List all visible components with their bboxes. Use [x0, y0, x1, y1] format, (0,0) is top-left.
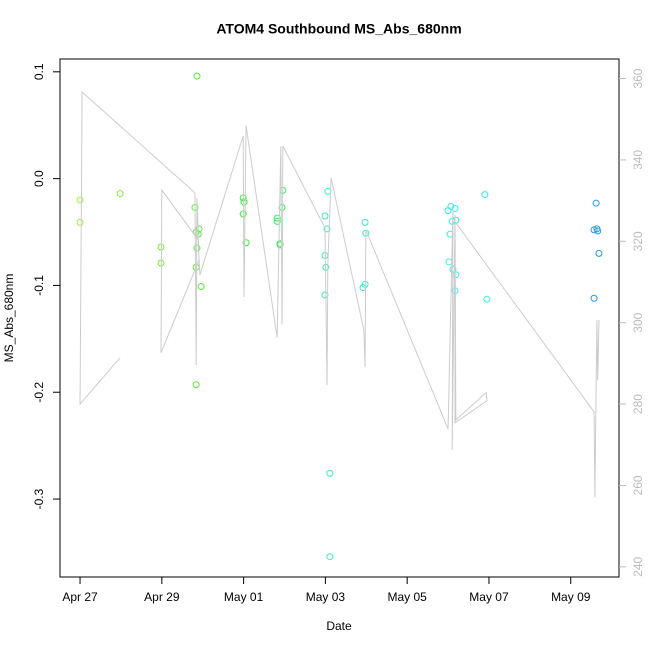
y2-tick-label: 280 [631, 394, 645, 414]
point [242, 239, 250, 247]
y-axis-label: MS_Abs_680nm [2, 274, 16, 363]
point [197, 282, 205, 290]
point [595, 249, 603, 257]
point [447, 202, 455, 210]
y-tick-label: -0.2 [32, 382, 46, 403]
x-tick-label: May 09 [551, 590, 591, 604]
line [79, 90, 600, 498]
y2-tick-label: 340 [631, 150, 645, 170]
point [481, 191, 489, 199]
point [76, 196, 84, 204]
x-tick-label: May 07 [469, 590, 509, 604]
point [444, 207, 452, 215]
point [273, 214, 281, 222]
plot-frame [59, 58, 620, 578]
y2-tick-label: 260 [631, 475, 645, 495]
x-tick-label: May 05 [387, 590, 427, 604]
y-tick-label: 0.0 [32, 170, 46, 187]
point [483, 295, 491, 303]
x-tick-label: Apr 29 [144, 590, 180, 604]
point [361, 218, 369, 226]
point [594, 227, 602, 235]
point [193, 72, 201, 80]
y2-tick-label: 320 [631, 231, 645, 251]
point [326, 553, 334, 561]
chart-title: ATOM4 Southbound MS_Abs_680nm [216, 21, 461, 37]
point [324, 187, 332, 195]
point [326, 469, 334, 477]
point [278, 203, 286, 211]
point [76, 218, 84, 226]
x-tick-label: May 03 [306, 590, 346, 604]
point [590, 294, 598, 302]
point [195, 225, 203, 233]
y-tick-label: 0.1 [32, 63, 46, 80]
x-axis-label: Date [326, 619, 352, 633]
y2-tick-label: 360 [631, 68, 645, 88]
point [116, 190, 124, 198]
point [276, 241, 284, 249]
y-tick-label: -0.3 [32, 488, 46, 509]
point [452, 271, 460, 279]
point [592, 199, 600, 207]
point [323, 225, 331, 233]
point [321, 291, 329, 299]
point [451, 205, 459, 213]
point [273, 217, 281, 225]
point [321, 212, 329, 220]
point [192, 381, 200, 389]
x-tick-label: May 01 [224, 590, 264, 604]
y2-tick-label: 300 [631, 312, 645, 332]
x-tick-label: Apr 27 [62, 590, 98, 604]
point [445, 258, 453, 266]
y-tick-label: -0.1 [32, 275, 46, 296]
point [157, 243, 165, 251]
y2-tick-label: 240 [631, 556, 645, 576]
